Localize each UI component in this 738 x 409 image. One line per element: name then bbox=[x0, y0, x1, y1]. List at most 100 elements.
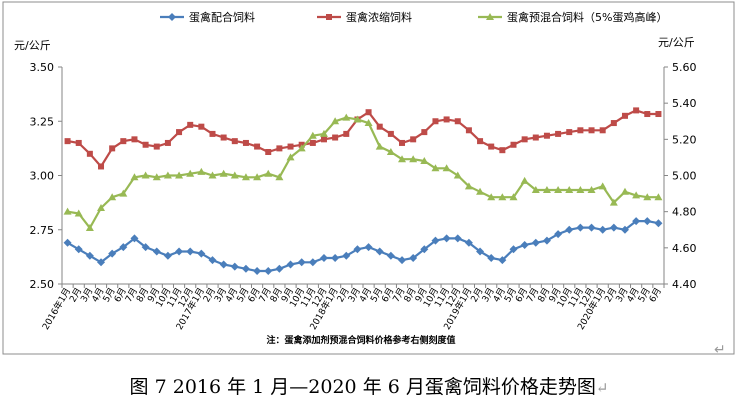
series-peihe-point bbox=[275, 264, 284, 273]
series-peihe-point bbox=[74, 245, 83, 254]
series-nongsuo-point bbox=[109, 145, 116, 152]
y-right-tick-label: 5.40 bbox=[672, 97, 697, 110]
series-peihe-point bbox=[197, 249, 206, 258]
x-tick-label: 2016年1月 bbox=[39, 286, 73, 332]
series-yuhun-point bbox=[609, 198, 618, 206]
series-yuhun-point bbox=[587, 185, 596, 193]
series-peihe-point bbox=[253, 266, 262, 275]
series-nongsuo-point bbox=[610, 120, 617, 127]
legend-label: 蛋禽配合饲料 bbox=[189, 10, 255, 24]
series-yuhun-point bbox=[108, 193, 117, 201]
figure-caption: 图 7 2016 年 1 月—2020 年 6 月蛋禽饲料价格走势图↵ bbox=[0, 372, 738, 399]
series-nongsuo-point bbox=[599, 127, 606, 134]
series-peihe-point bbox=[531, 238, 540, 247]
series-peihe-point bbox=[353, 245, 362, 254]
series-peihe-point bbox=[520, 240, 529, 249]
series-yuhun-point bbox=[63, 207, 72, 215]
series-nongsuo-point bbox=[387, 130, 394, 137]
chart-border bbox=[2, 1, 735, 355]
series-yuhun-point bbox=[531, 185, 540, 193]
series-yuhun-point bbox=[364, 119, 373, 127]
series-nongsuo-point bbox=[399, 139, 406, 146]
series-peihe-point bbox=[186, 247, 195, 256]
series-peihe-point bbox=[119, 243, 128, 252]
series-nongsuo-point bbox=[320, 136, 327, 143]
series-yuhun-point bbox=[230, 171, 239, 179]
chart-footnote: 注：蛋禽添加剂预混合饲料价格参考右侧刻度值 bbox=[266, 334, 455, 346]
series-peihe-point bbox=[420, 245, 429, 254]
series-nongsuo-point bbox=[365, 109, 372, 116]
y-right-tick-label: 4.60 bbox=[672, 242, 697, 255]
series-peihe-point bbox=[219, 260, 228, 269]
paragraph-mark-icon: ↵ bbox=[595, 379, 609, 397]
y-right-tick-label: 5.00 bbox=[672, 170, 697, 183]
series-yuhun-point bbox=[85, 223, 94, 231]
series-yuhun-point bbox=[275, 173, 284, 181]
series-yuhun-point bbox=[130, 173, 139, 181]
y-right-tick-label: 4.80 bbox=[672, 206, 697, 219]
series-peihe-point bbox=[297, 258, 306, 267]
series-nongsuo-point bbox=[153, 143, 160, 150]
series-peihe-point bbox=[620, 225, 629, 234]
y-right-tick-label: 5.60 bbox=[672, 61, 697, 74]
legend-swatch-marker bbox=[486, 13, 494, 20]
chart-frame: 3.50 3.25 3.00 2.75 2.50 5.60 5.40 5.20 5.00 4.80… bbox=[2, 1, 735, 355]
series-nongsuo-point bbox=[120, 138, 127, 145]
series-peihe-point bbox=[409, 253, 418, 262]
series-yuhun-point bbox=[620, 187, 629, 195]
series-yuhun-point bbox=[386, 147, 395, 155]
series-peihe-point bbox=[331, 253, 340, 262]
series-yuhun-point bbox=[654, 193, 663, 201]
line-chart: 3.50 3.25 3.00 2.75 2.50 5.60 5.40 5.20 5.00 4.80… bbox=[2, 1, 735, 355]
series-nongsuo-point bbox=[532, 134, 539, 141]
series-nongsuo-point bbox=[510, 141, 517, 148]
series-nongsuo-point bbox=[432, 118, 439, 125]
series-nongsuo-point bbox=[254, 143, 261, 150]
series-yuhun-point bbox=[442, 164, 451, 172]
series-nongsuo-line bbox=[67, 109, 659, 168]
series-peihe-point bbox=[342, 251, 351, 260]
series-yuhun-point bbox=[542, 185, 551, 193]
series-yuhun-point bbox=[554, 185, 563, 193]
series-peihe-point bbox=[130, 234, 139, 243]
series-yuhun-point bbox=[464, 182, 473, 190]
legend-swatch-marker bbox=[168, 13, 176, 21]
series-yuhun-point bbox=[141, 171, 150, 179]
series-nongsuo-point bbox=[309, 139, 316, 146]
series-nongsuo-point bbox=[588, 127, 595, 134]
series-yuhun-point bbox=[632, 191, 641, 199]
legend-label: 蛋禽预混合饲料（5%蛋鸡高峰） bbox=[507, 10, 667, 24]
legend-swatch-marker bbox=[326, 14, 332, 20]
series-yuhun-point bbox=[331, 117, 340, 125]
series-yuhun-point bbox=[598, 182, 607, 190]
paragraph-mark-icon: ↵ bbox=[714, 342, 726, 358]
series-yuhun-point bbox=[163, 171, 172, 179]
series-peihe-point bbox=[264, 266, 273, 275]
series-yuhun-point bbox=[487, 193, 496, 201]
series-yuhun-point bbox=[219, 169, 228, 177]
series-peihe-point bbox=[509, 245, 518, 254]
series-yuhun-point bbox=[509, 193, 518, 201]
series-peihe-point bbox=[63, 238, 72, 247]
series-nongsuo-point bbox=[332, 134, 339, 141]
series-peihe-point bbox=[152, 247, 161, 256]
y-right-tick-label: 5.20 bbox=[672, 133, 697, 146]
legend-label: 蛋禽浓缩饲料 bbox=[346, 10, 412, 24]
series-yuhun-point bbox=[409, 155, 418, 163]
series-yuhun-point bbox=[520, 176, 529, 184]
series-peihe-point bbox=[398, 256, 407, 265]
series-nongsuo-point bbox=[454, 118, 461, 125]
series-yuhun-point bbox=[74, 209, 83, 217]
series-peihe-point bbox=[542, 236, 551, 245]
y-left-tick-label: 3.50 bbox=[30, 61, 55, 74]
series-peihe-point bbox=[85, 251, 94, 260]
series-peihe-point bbox=[241, 264, 250, 273]
series-nongsuo-point bbox=[276, 145, 283, 152]
y-left-tick-label: 2.50 bbox=[30, 278, 55, 291]
series-yuhun-point bbox=[420, 157, 429, 165]
series-yuhun-point bbox=[197, 167, 206, 175]
series-peihe-point bbox=[565, 225, 574, 234]
series-yuhun-point bbox=[375, 142, 384, 150]
y-left-axis-label: 元/公斤 bbox=[14, 39, 51, 52]
series-yuhun-point bbox=[119, 189, 128, 197]
